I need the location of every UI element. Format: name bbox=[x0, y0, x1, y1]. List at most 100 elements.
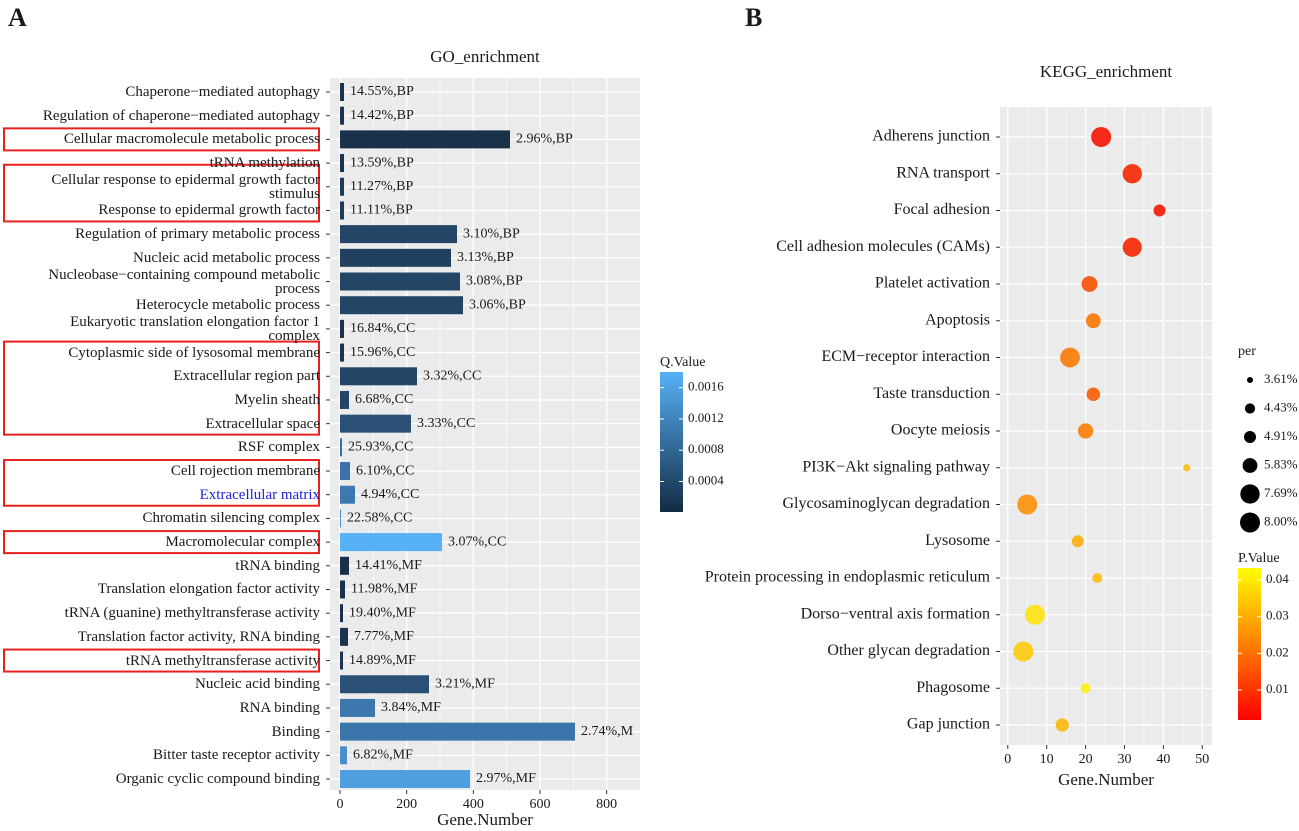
highlight-box bbox=[3, 163, 320, 223]
size-legend-key bbox=[1247, 377, 1253, 383]
point bbox=[1091, 127, 1112, 147]
x-tick-label: 600 bbox=[530, 797, 551, 812]
x-axis-label: Gene.Number bbox=[437, 810, 533, 829]
x-tick-label: 0 bbox=[1004, 752, 1011, 767]
y-tick-label: Eukaryotic translation elongation factor… bbox=[70, 313, 320, 344]
bar-annotation: 4.94%,CC bbox=[361, 487, 419, 502]
bar-annotation: 3.33%,CC bbox=[417, 416, 475, 431]
bar-annotation: 11.98%,MF bbox=[351, 582, 418, 597]
y-tick-label: Gap junction bbox=[907, 716, 990, 733]
size-legend-key bbox=[1240, 484, 1260, 504]
point bbox=[1017, 494, 1038, 515]
y-tick-label: Response to epidermal growth factor bbox=[98, 202, 320, 219]
point bbox=[1013, 641, 1034, 662]
point bbox=[1085, 313, 1101, 329]
bar-annotation: 22.58%,CC bbox=[347, 511, 412, 526]
colorbar-tick-label: 0.02 bbox=[1266, 644, 1289, 659]
y-tick-label: Nucleic acid metabolic process bbox=[132, 249, 320, 266]
colorbar-tick-label: 0.0004 bbox=[688, 472, 724, 487]
bar-annotation: 3.32%,CC bbox=[423, 368, 481, 383]
x-tick-label: 20 bbox=[1079, 752, 1093, 767]
y-tick-label: Lysosome bbox=[925, 532, 990, 549]
x-tick-label: 400 bbox=[463, 797, 484, 812]
bar bbox=[340, 509, 341, 528]
bar-annotation: 25.93%,CC bbox=[348, 440, 413, 455]
bar bbox=[340, 698, 375, 717]
y-tick-label: tRNA binding bbox=[235, 557, 320, 574]
y-tick-label: Extracellular region part bbox=[173, 368, 320, 385]
bar-annotation: 6.82%,MF bbox=[353, 748, 413, 763]
size-legend-key bbox=[1242, 458, 1258, 473]
point bbox=[1092, 572, 1103, 584]
y-tick-label: Nucleic acid binding bbox=[195, 676, 320, 693]
y-tick-label: Extracellular matrix bbox=[199, 486, 320, 503]
point bbox=[1122, 164, 1142, 184]
x-tick-label: 30 bbox=[1117, 752, 1131, 767]
point bbox=[1183, 464, 1191, 472]
bar-annotation: 3.13%,BP bbox=[457, 250, 514, 265]
size-legend-label: 7.69% bbox=[1264, 485, 1298, 500]
size-legend-key bbox=[1240, 512, 1260, 533]
bar bbox=[340, 533, 442, 552]
point bbox=[1081, 276, 1098, 292]
bar bbox=[340, 556, 349, 575]
bar bbox=[340, 319, 344, 338]
bar bbox=[340, 367, 417, 386]
plot-background bbox=[330, 78, 640, 790]
bar bbox=[340, 462, 350, 481]
y-tick-label: Regulation of primary metabolic process bbox=[75, 226, 320, 243]
bar-annotation: 7.77%,MF bbox=[354, 629, 414, 644]
y-tick-label: Organic cyclic compound binding bbox=[115, 771, 320, 787]
size-legend-key bbox=[1244, 403, 1256, 414]
panel-label: B bbox=[745, 3, 762, 32]
bar bbox=[340, 770, 470, 788]
bar bbox=[340, 438, 342, 457]
y-tick-label: ECM−receptor interaction bbox=[821, 348, 990, 365]
bar-annotation: 2.74%,M bbox=[581, 724, 634, 739]
bar bbox=[340, 296, 463, 315]
point bbox=[1077, 423, 1094, 439]
colorbar-tick-label: 0.04 bbox=[1266, 571, 1289, 586]
size-legend-label: 4.91% bbox=[1264, 428, 1298, 443]
bar-annotation: 14.42%,BP bbox=[350, 108, 414, 123]
bar bbox=[340, 580, 345, 599]
y-tick-label: RNA binding bbox=[239, 699, 320, 716]
x-tick-label: 50 bbox=[1195, 752, 1209, 767]
bar-annotation: 14.89%,MF bbox=[349, 653, 416, 668]
bar bbox=[340, 343, 344, 362]
y-tick-label: Adherens junction bbox=[872, 128, 990, 145]
bar bbox=[340, 651, 343, 670]
y-tick-label: Cellular macromolecule metabolic process bbox=[63, 131, 320, 148]
bar bbox=[340, 604, 343, 623]
bar bbox=[340, 130, 510, 149]
y-tick-label: RSF complex bbox=[237, 439, 320, 456]
bar-annotation: 3.06%,BP bbox=[469, 297, 526, 312]
colorbar bbox=[660, 372, 683, 512]
bar-annotation: 2.97%,MF bbox=[476, 771, 536, 786]
bar-annotation: 13.59%,BP bbox=[350, 155, 414, 170]
bar-annotation: 3.07%,CC bbox=[448, 534, 506, 549]
y-tick-label: Binding bbox=[271, 723, 320, 740]
bar-annotation: 3.10%,BP bbox=[463, 226, 520, 241]
x-tick-label: 10 bbox=[1040, 752, 1054, 767]
bar-annotation: 11.27%,BP bbox=[350, 179, 413, 194]
size-legend-label: 8.00% bbox=[1264, 513, 1298, 528]
y-tick-label: Glycosaminoglycan degradation bbox=[783, 495, 991, 512]
chart-title: KEGG_enrichment bbox=[1040, 62, 1172, 81]
bar-annotation: 19.40%,MF bbox=[349, 605, 416, 620]
bar bbox=[340, 106, 344, 125]
bar bbox=[340, 746, 347, 765]
colorbar-tick-label: 0.01 bbox=[1266, 681, 1289, 696]
point bbox=[1071, 535, 1084, 548]
y-tick-label: Cell adhesion molecules (CAMs) bbox=[776, 238, 990, 255]
y-tick-label: tRNA methyltransferase activity bbox=[125, 652, 320, 669]
y-tick-label: tRNA (guanine) methyltransferase activit… bbox=[64, 605, 320, 622]
bar-annotation: 16.84%,CC bbox=[350, 321, 415, 336]
bar-annotation: 6.10%,CC bbox=[356, 463, 414, 478]
y-tick-label: Chromatin silencing complex bbox=[142, 510, 320, 527]
y-tick-label: Extracellular space bbox=[205, 415, 320, 432]
point bbox=[1060, 347, 1080, 368]
bar bbox=[340, 675, 429, 694]
bar-annotation: 15.96%,CC bbox=[350, 345, 415, 360]
